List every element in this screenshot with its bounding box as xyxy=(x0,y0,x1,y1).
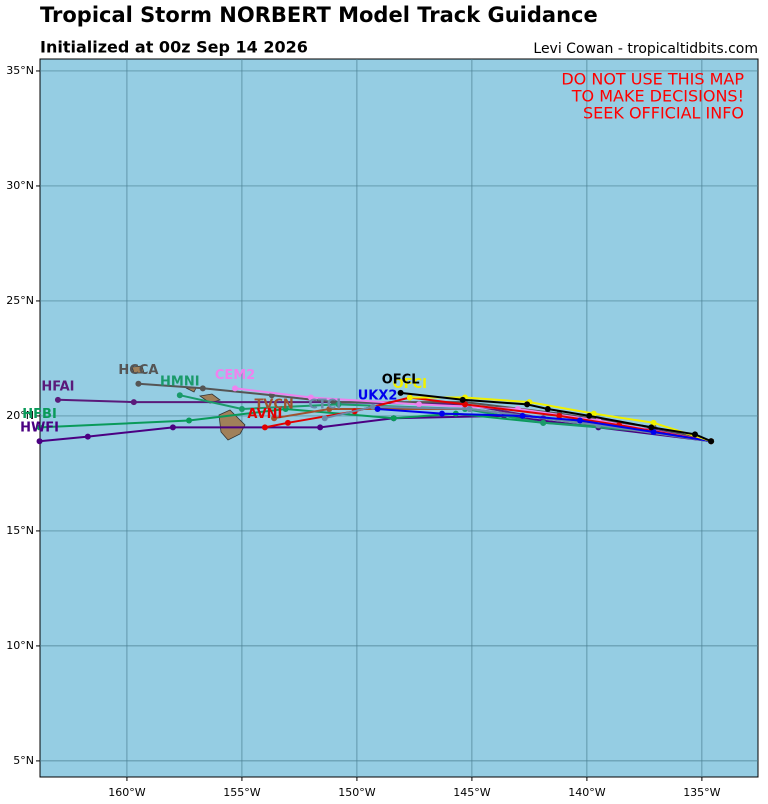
track-label: HCCA xyxy=(118,363,158,378)
lon-tick-label: 135°W xyxy=(683,786,720,799)
lat-tick-label: 10°N xyxy=(6,639,34,652)
track-point xyxy=(586,412,593,419)
credit: Levi Cowan - tropicaltidbits.com xyxy=(533,41,758,57)
track-point xyxy=(650,429,657,436)
track-point xyxy=(556,412,563,419)
track-label: UKX2 xyxy=(358,389,398,404)
track-point xyxy=(524,401,531,408)
subtitle: Initialized at 00z Sep 14 2026 xyxy=(40,38,308,57)
track-point xyxy=(459,396,466,403)
track-point xyxy=(374,406,381,413)
track-point xyxy=(169,424,176,431)
track-label: HWFI xyxy=(20,421,59,436)
track-point xyxy=(691,431,698,438)
lon-tick-label: 155°W xyxy=(223,786,260,799)
track-label: CTCI xyxy=(308,398,341,413)
lat-tick-label: 35°N xyxy=(6,64,34,77)
track-point xyxy=(321,415,328,422)
lat-tick-label: 25°N xyxy=(6,294,34,307)
track-label: TVCN xyxy=(254,398,293,413)
lon-tick-label: 145°W xyxy=(453,786,490,799)
track-point xyxy=(370,403,377,410)
track-point xyxy=(397,389,404,396)
warning-text: DO NOT USE THIS MAP xyxy=(561,70,744,89)
track-point xyxy=(544,406,551,413)
track-label: OFCL xyxy=(382,372,420,387)
track-point xyxy=(36,424,43,431)
track-point xyxy=(176,392,183,399)
lat-tick-label: 5°N xyxy=(13,754,34,767)
track-point xyxy=(576,417,583,424)
lon-tick-label: 160°W xyxy=(108,786,145,799)
warning-text: TO MAKE DECISIONS! xyxy=(571,87,744,106)
track-point xyxy=(84,433,91,440)
track-point xyxy=(232,385,239,392)
track-point xyxy=(519,412,526,419)
track-label: AVNI xyxy=(247,407,282,422)
track-point xyxy=(317,424,324,431)
lat-tick-label: 30°N xyxy=(6,179,34,192)
track-point xyxy=(186,417,193,424)
track-label: CEM2 xyxy=(215,368,255,383)
track-point xyxy=(307,394,314,401)
track-point xyxy=(271,415,278,422)
track-line xyxy=(377,408,712,443)
track-point xyxy=(130,399,137,406)
lat-tick-label: 20°N xyxy=(6,409,34,422)
track-point xyxy=(708,438,715,445)
track-point xyxy=(54,396,61,403)
track-point xyxy=(439,410,446,417)
lon-tick-label: 150°W xyxy=(338,786,375,799)
track-point xyxy=(326,406,333,413)
track-line xyxy=(409,396,712,443)
warning-text: SEEK OFFICIAL INFO xyxy=(583,104,744,123)
track-label: HMNI xyxy=(160,375,200,390)
track-point xyxy=(335,401,342,408)
track-label: HFBI xyxy=(22,407,57,422)
track-point xyxy=(406,394,413,401)
track-label: OFCI xyxy=(393,377,427,392)
track-point xyxy=(650,419,657,426)
hawaii xyxy=(131,365,246,441)
track-line xyxy=(264,396,712,443)
track-point xyxy=(590,410,597,417)
track-point xyxy=(462,401,469,408)
track-point xyxy=(540,419,547,426)
track-point xyxy=(261,424,268,431)
track-label: HFAI xyxy=(41,379,74,394)
track-line xyxy=(400,391,712,443)
track-point xyxy=(416,401,423,408)
track-point xyxy=(648,424,655,431)
title: Tropical Storm NORBERT Model Track Guida… xyxy=(40,3,598,27)
track-point xyxy=(390,415,397,422)
track-point xyxy=(135,380,142,387)
lon-tick-label: 140°W xyxy=(568,786,605,799)
track-point xyxy=(466,406,473,413)
track-point xyxy=(199,385,206,392)
track-point xyxy=(238,406,245,413)
lat-tick-label: 15°N xyxy=(6,524,34,537)
track-point xyxy=(284,419,291,426)
track-point xyxy=(36,438,43,445)
